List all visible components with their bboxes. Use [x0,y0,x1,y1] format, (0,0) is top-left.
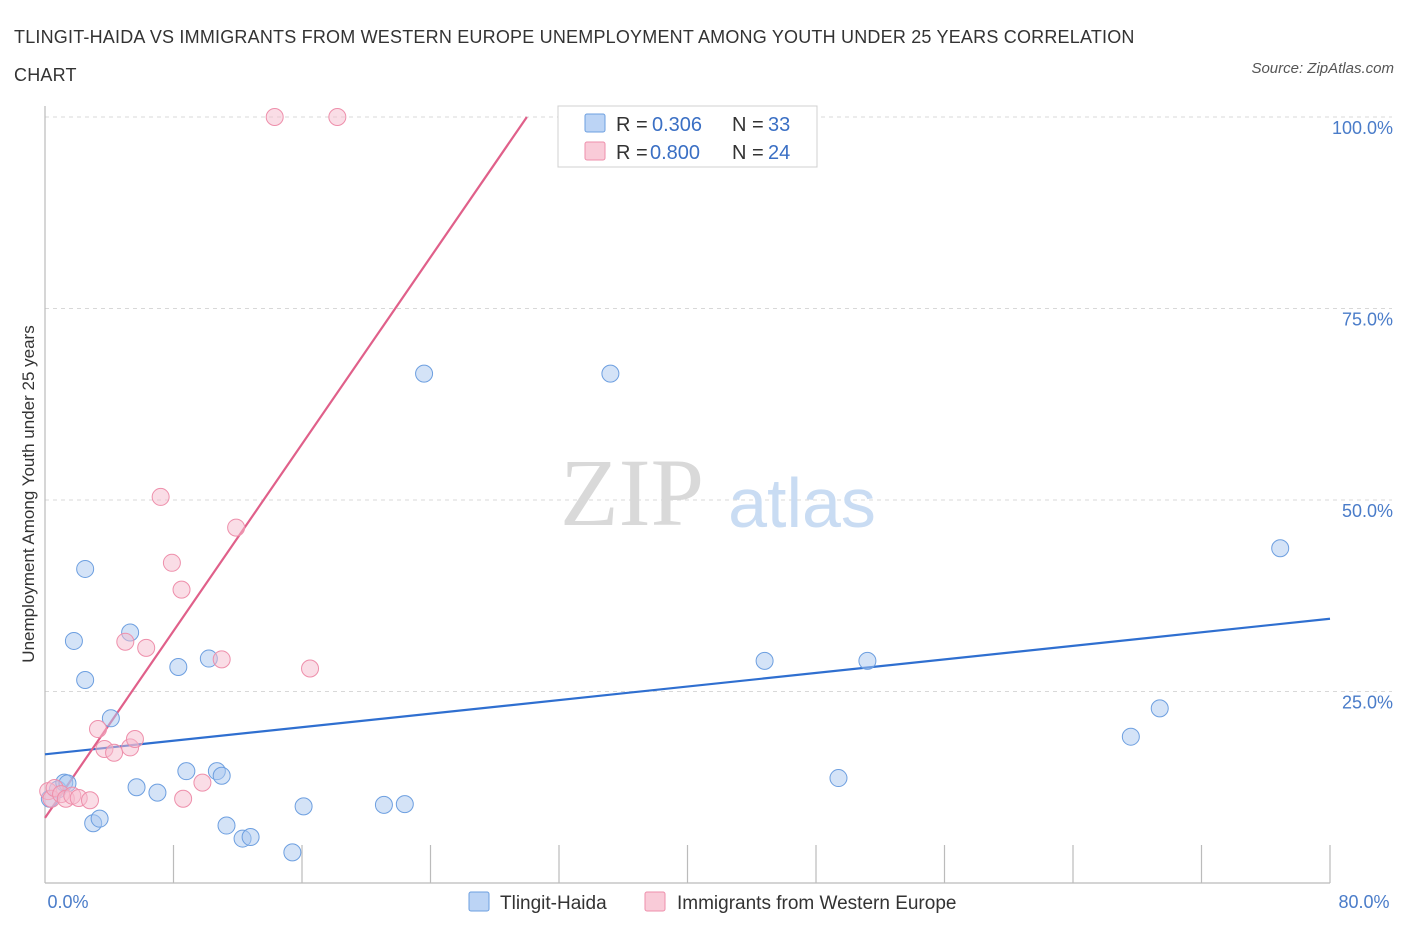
watermark-zip: ZIP [560,439,704,546]
y-axis-label: Unemployment Among Youth under 25 years [19,325,38,662]
bottom-legend-swatch-blue [468,891,490,912]
y-tick-label: 75.0% [1342,310,1393,330]
point-tlingit-haida [212,766,231,785]
point-western-europe [301,659,320,678]
point-tlingit-haida [374,795,393,814]
point-western-europe [151,487,170,506]
point-western-europe [174,789,193,808]
x-minor-ticks [172,845,1331,883]
point-western-europe [162,553,181,572]
point-western-europe [328,108,347,126]
y-tick-label: 50.0% [1342,501,1393,521]
point-western-europe [125,729,144,748]
point-tlingit-haida [217,816,236,835]
point-tlingit-haida [294,797,313,816]
point-western-europe [116,632,135,651]
data-points [39,108,1290,862]
y-tick-label: 25.0% [1342,693,1393,713]
point-tlingit-haida [76,671,95,690]
point-tlingit-haida [415,364,434,383]
bottom-legend-label-1: Tlingit-Haida [500,893,607,914]
point-western-europe [172,580,191,599]
point-tlingit-haida [829,769,848,788]
gridlines [45,116,1392,692]
x-tick-label: 80.0% [1338,892,1389,912]
point-tlingit-haida [101,709,120,728]
trend-line-western-europe [44,116,528,819]
legend-n-label-1: N = [732,114,764,136]
point-tlingit-haida [755,651,774,670]
point-western-europe [193,773,212,792]
point-tlingit-haida [1271,539,1290,558]
point-tlingit-haida [283,843,302,862]
point-western-europe [105,743,124,762]
x-tick-label: 0.0% [47,892,88,912]
legend-n-value-2: 24 [768,142,790,164]
y-tick-label: 100.0% [1332,118,1393,138]
legend-n-value-1: 33 [768,114,790,136]
point-western-europe [212,650,231,669]
legend-r-label-2: R = [616,142,648,164]
point-tlingit-haida [241,828,260,847]
source-label: Source: ZipAtlas.com [1251,60,1394,77]
point-tlingit-haida [1150,699,1169,718]
point-tlingit-haida [90,809,109,828]
point-western-europe [227,518,246,537]
point-western-europe [80,791,99,810]
legend-swatch-pink [584,141,606,161]
point-tlingit-haida [1121,727,1140,746]
legend-swatch-blue [584,113,606,133]
bottom-legend-swatch-pink [644,891,666,912]
point-tlingit-haida [76,559,95,578]
chart-title: TLINGIT-HAIDA VS IMMIGRANTS FROM WESTERN… [14,27,1135,85]
correlation-legend: R = 0.306 N = 33 R = 0.800 N = 24 [557,105,818,168]
tick-labels: 25.0% 50.0% 75.0% 100.0% 0.0% 80.0% [47,118,1393,912]
series-legend: Tlingit-Haida Immigrants from Western Eu… [468,891,956,914]
point-tlingit-haida [858,651,877,670]
point-western-europe [137,638,156,657]
trend-line-tlingit-haida [44,617,1331,756]
point-tlingit-haida [395,795,414,814]
point-western-europe [89,720,108,739]
point-tlingit-haida [177,762,196,781]
watermark-atlas: atlas [728,464,876,542]
point-tlingit-haida [127,778,146,797]
legend-n-label-2: N = [732,142,764,164]
legend-r-value-2: 0.800 [650,142,700,164]
point-tlingit-haida [148,783,167,802]
point-tlingit-haida [601,364,620,383]
trend-lines [44,116,1331,819]
point-tlingit-haida [169,657,188,676]
legend-r-value-1: 0.306 [652,114,702,136]
legend-r-label-1: R = [616,114,648,136]
point-western-europe [265,108,284,126]
point-tlingit-haida [64,631,83,650]
bottom-legend-label-2: Immigrants from Western Europe [677,893,956,914]
